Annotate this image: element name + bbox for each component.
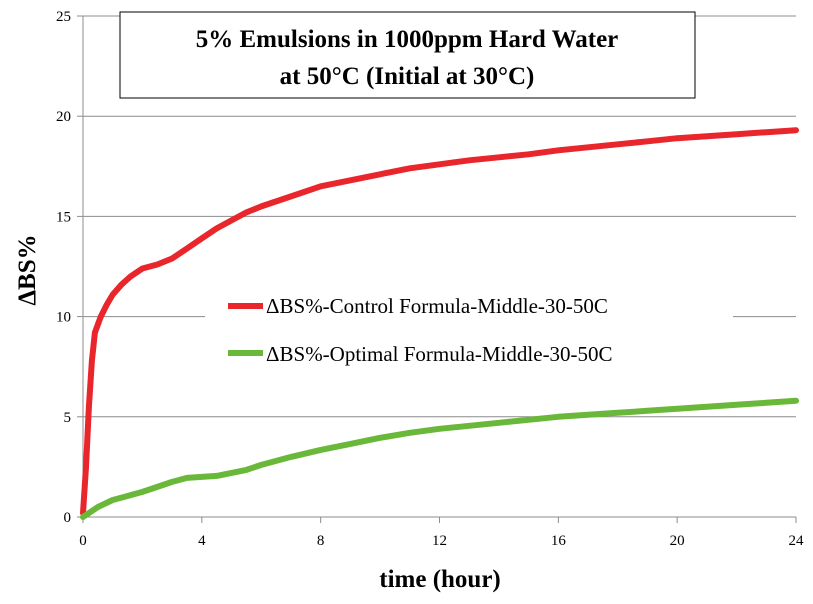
x-tick-label-5: 20: [670, 533, 685, 549]
y-tick-label-1: 5: [64, 410, 72, 426]
legend-label-optimal: ΔBS%-Optimal Formula-Middle-30-50C: [266, 342, 613, 366]
x-tick-label-4: 16: [551, 533, 567, 549]
y-tick-label-0: 0: [64, 510, 72, 526]
chart-title-line2: at 50°C (Initial at 30°C): [280, 63, 535, 90]
x-tick-label-2: 8: [317, 533, 325, 549]
legend: ΔBS%-Control Formula-Middle-30-50C ΔBS%-…: [205, 288, 733, 374]
series-line-optimal: [80, 397, 799, 520]
x-tick-label-6: 24: [789, 533, 805, 549]
legend-background: [205, 288, 733, 374]
y-tick-labels: 0 5 10 15 20 25: [56, 9, 71, 526]
x-tick-labels: 0 4 8 12 16 20 24: [79, 533, 804, 549]
series-lines: [80, 127, 799, 520]
title-box: [119, 11, 696, 99]
y-tick-label-4: 20: [56, 109, 71, 125]
x-tick-label-3: 12: [432, 533, 447, 549]
y-tick-label-3: 15: [56, 209, 71, 225]
y-tick-label-2: 10: [56, 310, 71, 326]
y-tick-label-5: 25: [56, 9, 71, 25]
chart-title-line1: 5% Emulsions in 1000ppm Hard Water: [196, 26, 619, 53]
axes: [77, 15, 797, 523]
x-tick-label-1: 4: [198, 533, 206, 549]
x-axis-label: time (hour): [379, 566, 501, 593]
y-axis-label: ΔBS%: [14, 234, 41, 305]
series-line-control: [80, 127, 799, 516]
legend-label-control: ΔBS%-Control Formula-Middle-30-50C: [266, 294, 608, 318]
x-tick-label-0: 0: [79, 533, 87, 549]
